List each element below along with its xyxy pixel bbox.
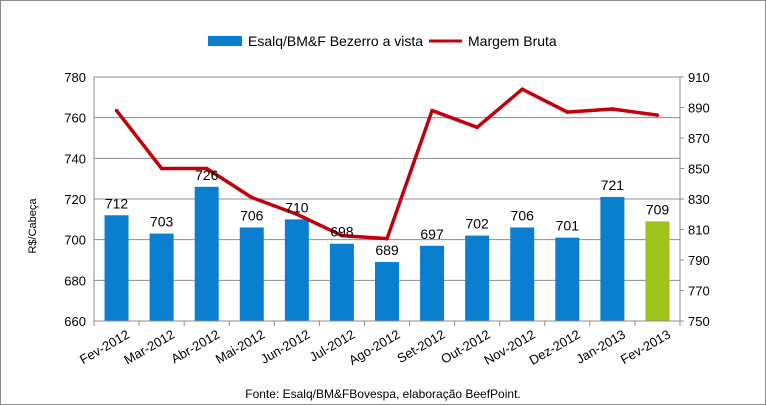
bar-data-label: 726 [195, 167, 219, 183]
bar [149, 233, 174, 321]
x-tick-label: Jun-2012 [258, 327, 312, 367]
line-point [249, 195, 254, 200]
source-note: Fonte: Esalq/BM&FBovespa, elaboração Bee… [245, 387, 521, 401]
line-point [655, 113, 660, 117]
y2-tick-label: 870 [688, 131, 710, 146]
line-point [565, 110, 570, 114]
line-point [520, 87, 525, 91]
bar-data-label: 701 [556, 218, 580, 234]
line-point [475, 125, 479, 130]
y-axis-title: R$/Cabeça [27, 198, 39, 254]
bar-series [104, 186, 670, 321]
bar-data-label: 703 [150, 214, 174, 230]
bar [645, 221, 670, 321]
bar [104, 215, 129, 321]
line-point [295, 212, 299, 217]
line-point [385, 236, 389, 241]
y-tick-label: 700 [64, 233, 86, 248]
line-point [340, 233, 344, 238]
y2-tick-label: 790 [688, 253, 710, 268]
legend: Esalq/BM&F Bezerro a vista Margem Bruta [208, 33, 557, 49]
y2-tick-label: 770 [688, 284, 710, 299]
bar-data-label: 689 [375, 242, 399, 258]
x-tick-label: Set-2012 [394, 327, 447, 366]
y2-tick-label: 890 [688, 101, 710, 116]
x-tick-label: Fev-2012 [77, 327, 132, 367]
legend-label-line: Margem Bruta [468, 33, 557, 49]
y-tick-label: 760 [64, 111, 86, 126]
x-tick-label: Dez-2012 [526, 327, 582, 368]
bar-data-label: 721 [601, 177, 625, 193]
bar [194, 186, 219, 321]
bar-data-label: 706 [240, 207, 264, 223]
bar [375, 262, 399, 321]
bar-data-label: 706 [511, 207, 535, 223]
bar-data-label: 697 [420, 226, 444, 242]
bar-data-label: 698 [330, 224, 354, 240]
line-series [114, 87, 660, 241]
y-tick-label: 680 [64, 273, 86, 288]
bar-data-label: 709 [646, 201, 670, 217]
x-tick-label: Abr-2012 [168, 327, 222, 367]
line-point [610, 107, 615, 111]
y-tick-label: 740 [64, 151, 86, 166]
x-tick-label: Jan-2013 [573, 327, 627, 367]
bar [600, 196, 625, 321]
y2-tick-label: 910 [688, 70, 710, 85]
line-point [114, 108, 119, 113]
bar [239, 227, 264, 321]
y2-tick-label: 810 [688, 223, 710, 238]
data-labels: 712 703 726 706 710 698 689 697 702 706 701 721 709 [105, 167, 669, 258]
y-tick-label: 660 [64, 314, 86, 329]
bar [284, 219, 309, 321]
bar-data-label: 702 [465, 216, 489, 232]
bar-data-label: 710 [285, 199, 309, 215]
x-tick-label: Mar-2012 [121, 327, 177, 368]
bar [510, 227, 535, 321]
bar [420, 245, 445, 321]
bar-data-label: 712 [105, 195, 129, 211]
x-tick-label: Fev-2013 [618, 327, 673, 367]
y2-tick-label: 850 [688, 162, 710, 177]
x-tick-label: Ago-2012 [346, 327, 402, 368]
bar [555, 237, 580, 321]
legend-swatch-bar [208, 36, 242, 46]
x-tick-label: Mai-2012 [213, 327, 267, 367]
y-tick-label: 720 [64, 192, 86, 207]
line-point [159, 166, 164, 171]
line-point [430, 108, 434, 113]
y-tick-label: 780 [64, 70, 86, 85]
y2-tick-label: 750 [688, 314, 710, 329]
bar [329, 243, 354, 321]
line-point [204, 166, 209, 171]
legend-label-bar: Esalq/BM&F Bezerro a vista [248, 33, 423, 49]
y2-tick-label: 830 [688, 192, 710, 207]
bar [465, 235, 490, 321]
